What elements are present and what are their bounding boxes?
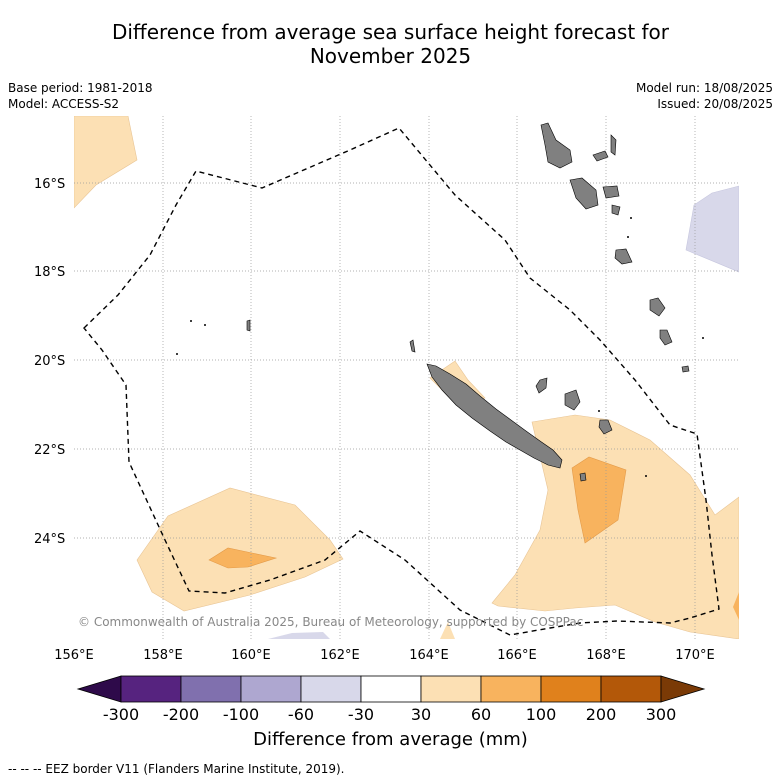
anomaly-light-orange-nw	[74, 116, 138, 209]
colorbar-extend-high	[660, 675, 706, 703]
latitude-labels: 16°S 18°S 20°S 22°S 24°S	[34, 177, 65, 547]
anomaly-orange-east-edge	[733, 592, 739, 620]
walpole-island	[579, 472, 587, 482]
lat-label-18s: 18°S	[34, 265, 65, 280]
model-run-text: Model run: 18/08/2025	[635, 81, 773, 95]
lon-label-170e: 170°E	[675, 648, 715, 663]
anomaly-light-purple-south	[268, 632, 330, 639]
lon-label-158e: 158°E	[143, 648, 183, 663]
colorbar-tick-label: -200	[163, 705, 199, 724]
loyalty-island-1	[535, 377, 548, 394]
map-title: Difference from average sea surface heig…	[0, 20, 781, 68]
colorbar-tick-label: 200	[586, 705, 617, 724]
vanuatu-ambae	[592, 150, 609, 162]
new-caledonia-island	[426, 363, 563, 469]
lon-label-166e: 166°E	[497, 648, 537, 663]
title-line-1: Difference from average sea surface heig…	[111, 20, 670, 44]
colorbar-segment	[480, 675, 542, 703]
vanuatu-espiritu-santo	[540, 122, 573, 169]
colorbar-tick-label: 100	[526, 705, 557, 724]
vanuatu-tanna	[659, 329, 673, 346]
colorbar-segment	[180, 675, 242, 703]
belep-islet	[409, 339, 416, 353]
colorbar-tick-label: 300	[646, 705, 677, 724]
anomaly-light-purple-east	[685, 185, 739, 273]
copyright-text: © Commonwealth of Australia 2025, Bureau…	[78, 615, 583, 629]
islet-dot	[204, 324, 206, 326]
colorbar-segment	[360, 675, 422, 703]
vanuatu-aneityum	[681, 365, 690, 373]
chesterfield-islet	[246, 319, 251, 332]
issued-text: Issued: 20/08/2025	[657, 97, 773, 111]
colorbar-tick-label: -100	[223, 705, 259, 724]
colorbar	[76, 675, 706, 703]
islet-dot	[176, 353, 178, 355]
anomaly-light-orange-south	[440, 622, 455, 639]
lon-label-156e: 156°E	[54, 648, 94, 663]
lon-label-164e: 164°E	[409, 648, 449, 663]
vanuatu-ambrym	[602, 185, 620, 199]
eez-border-note: -- -- -- EEZ border V11 (Flanders Marine…	[8, 762, 345, 776]
loyalty-island-2	[564, 389, 581, 411]
lat-label-24s: 24°S	[34, 532, 65, 547]
colorbar-segment	[240, 675, 302, 703]
anomaly-orange-sw	[208, 547, 278, 569]
lon-label-162e: 162°E	[320, 648, 360, 663]
colorbar-tick-label: -60	[288, 705, 314, 724]
vanuatu-erromango	[649, 297, 666, 317]
longitude-gridlines	[162, 116, 696, 639]
lat-label-22s: 22°S	[34, 443, 65, 458]
colorbar-segment	[120, 675, 182, 703]
model-text: Model: ACCESS-S2	[8, 97, 120, 111]
islet-dot	[598, 410, 600, 412]
vanuatu-efate	[614, 248, 633, 265]
islands	[246, 122, 690, 482]
islet-dot	[627, 236, 629, 238]
colorbar-tick-label: -300	[103, 705, 139, 724]
lon-label-168e: 168°E	[586, 648, 626, 663]
colorbar-tick-labels: -300 -200 -100 -60 -30 30 60 100 200 300	[103, 705, 676, 724]
base-period-text: Base period: 1981-2018	[8, 81, 153, 95]
colorbar-extend-low	[76, 675, 122, 703]
vanuatu-epi	[611, 204, 621, 216]
islet-dot	[645, 475, 647, 477]
eez-border	[83, 127, 720, 636]
colorbar-segment	[540, 675, 602, 703]
colorbar-tick-label: -30	[348, 705, 374, 724]
lon-label-160e: 160°E	[231, 648, 271, 663]
base-period-info: Base period: 1981-2018 Model: ACCESS-S2	[8, 80, 153, 112]
colorbar-segment	[300, 675, 362, 703]
vanuatu-malakula	[569, 177, 599, 210]
title-line-2: November 2025	[309, 44, 472, 68]
model-run-info: Model run: 18/08/2025 Issued: 20/08/2025	[636, 80, 773, 112]
colorbar-tick-label: 60	[471, 705, 491, 724]
map-area: © Commonwealth of Australia 2025, Bureau…	[74, 116, 739, 639]
anomaly-light-orange-sw	[136, 487, 344, 612]
lat-label-20s: 20°S	[34, 354, 65, 369]
islet-dot	[702, 337, 704, 339]
colorbar-tick-label: 30	[411, 705, 431, 724]
islet-dot	[630, 217, 632, 219]
loyalty-island-3	[598, 419, 613, 435]
colorbar-segment	[420, 675, 482, 703]
colorbar-segment	[600, 675, 662, 703]
islet-dot	[190, 320, 192, 322]
vanuatu-pentecost	[610, 134, 617, 156]
small-islets	[176, 217, 704, 477]
anomaly-light-orange-se	[491, 414, 739, 639]
longitude-labels: 156°E 158°E 160°E 162°E 164°E 166°E 168°…	[54, 648, 715, 663]
lat-label-16s: 16°S	[34, 177, 65, 192]
colorbar-title: Difference from average (mm)	[253, 729, 528, 750]
